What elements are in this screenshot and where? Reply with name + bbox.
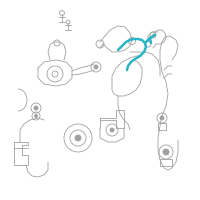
Circle shape	[160, 116, 164, 120]
Circle shape	[94, 65, 98, 69]
Circle shape	[110, 128, 114, 132]
Circle shape	[34, 106, 38, 110]
Circle shape	[75, 135, 81, 141]
Circle shape	[35, 114, 38, 117]
Circle shape	[163, 149, 169, 155]
